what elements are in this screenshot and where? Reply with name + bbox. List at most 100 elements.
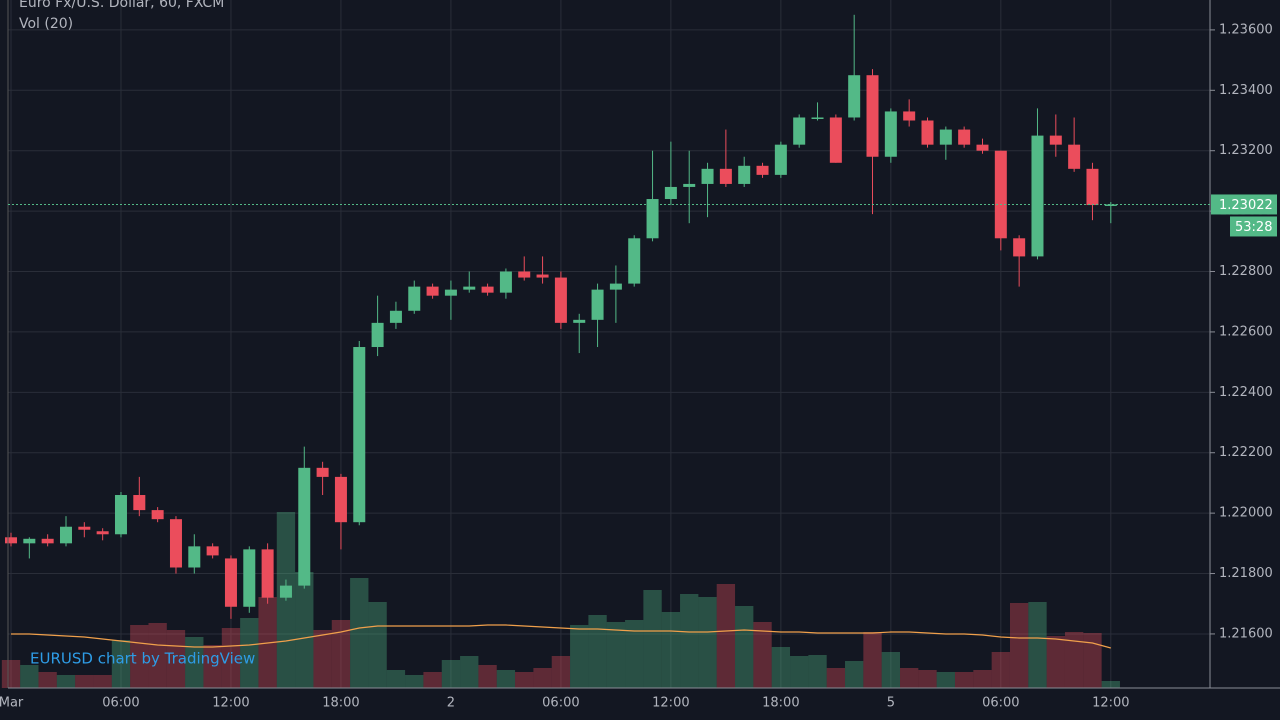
- volume-bar: [93, 675, 112, 688]
- candle-body: [408, 286, 421, 311]
- volume-bar: [423, 672, 442, 688]
- candle-body: [1086, 168, 1099, 206]
- candle-body: [41, 538, 54, 544]
- x-tick-label: 12:00: [212, 696, 249, 711]
- candle-body: [554, 277, 567, 323]
- candle-body: [1031, 135, 1044, 257]
- volume-bar: [735, 606, 754, 688]
- volume-bar: [1, 660, 21, 688]
- x-tick-label: 06:00: [982, 696, 1019, 711]
- candle-body: [738, 165, 751, 184]
- volume-bar: [790, 656, 809, 688]
- y-tick-label: 1.23400: [1219, 83, 1273, 98]
- candle-body: [169, 519, 182, 568]
- y-tick-label: 1.21600: [1219, 626, 1273, 641]
- volume-bar: [661, 612, 681, 688]
- volume-bar: [771, 647, 791, 688]
- candle-body: [389, 310, 402, 323]
- volume-bar: [1009, 603, 1029, 688]
- volume-bar: [331, 620, 351, 688]
- x-tick-label: 2: [447, 696, 455, 711]
- volume-bar: [496, 670, 516, 688]
- volume-bar: [588, 615, 607, 688]
- candle-body: [444, 289, 457, 296]
- candle-body: [793, 117, 806, 145]
- volume-bar: [1046, 636, 1065, 688]
- x-tick-label: Mar: [0, 696, 24, 711]
- countdown-box: [1230, 216, 1277, 237]
- volume-bar: [845, 661, 864, 688]
- volume-bar: [826, 668, 846, 688]
- watermark[interactable]: EURUSD chart by TradingView: [30, 650, 255, 668]
- x-tick-label: 18:00: [762, 696, 799, 711]
- volume-bar: [405, 675, 424, 688]
- candle-body: [206, 546, 219, 556]
- volume-bar: [551, 656, 571, 688]
- candle-body: [921, 120, 934, 145]
- volume-bar: [1083, 633, 1102, 688]
- candle-body: [536, 274, 549, 278]
- y-tick-label: 1.22600: [1219, 324, 1273, 339]
- candle-body: [151, 510, 164, 520]
- candle-body: [609, 283, 622, 290]
- candle-body: [224, 558, 237, 607]
- volume-bar: [460, 656, 479, 688]
- candle-body: [371, 322, 384, 348]
- volume-bar: [240, 618, 259, 688]
- volume-bar: [350, 578, 369, 688]
- volume-bar: [313, 630, 332, 688]
- candle-body: [59, 526, 72, 544]
- candle-body: [463, 286, 476, 290]
- candle-body: [1049, 135, 1062, 145]
- candle-body: [884, 111, 897, 157]
- y-tick-label: 1.22400: [1219, 385, 1273, 400]
- candle-body: [261, 549, 274, 598]
- volume-bar: [625, 620, 644, 688]
- candle-body: [188, 546, 201, 568]
- candle-body: [701, 168, 714, 184]
- x-tick-label: 06:00: [102, 696, 139, 711]
- candle-body: [683, 183, 696, 187]
- volume-bar: [515, 672, 534, 688]
- candle-body: [1068, 144, 1081, 169]
- candle-body: [5, 537, 17, 544]
- candle-body: [756, 165, 769, 175]
- y-tick-label: 1.23600: [1219, 22, 1273, 37]
- candle-body: [591, 289, 604, 320]
- volume-bar: [881, 652, 901, 688]
- y-tick-label: 1.21800: [1219, 566, 1273, 581]
- volume-bar: [203, 645, 222, 688]
- candle-body: [646, 199, 659, 239]
- volume-bar: [973, 670, 992, 688]
- candle-body: [316, 467, 329, 477]
- candle-body: [78, 526, 91, 530]
- candle-body: [628, 238, 641, 284]
- volume-bar: [753, 622, 772, 688]
- volume-bar: [1101, 681, 1120, 688]
- x-tick-label: 12:00: [652, 696, 689, 711]
- candle-body: [279, 585, 292, 598]
- volume-bar: [20, 665, 39, 688]
- candle-body: [829, 117, 842, 163]
- volume-bar: [954, 672, 974, 688]
- volume-bar: [716, 584, 736, 688]
- volume-bar: [643, 590, 662, 688]
- volume-title: Vol (20): [19, 16, 73, 32]
- y-tick-label: 1.22000: [1219, 506, 1273, 521]
- candle-body: [426, 286, 439, 296]
- candle-body: [23, 538, 36, 544]
- last-price-label: 1.23022: [1219, 198, 1273, 213]
- volume-bar: [111, 640, 131, 688]
- candle-body: [114, 495, 127, 535]
- candle-body: [298, 467, 311, 586]
- volume-bar: [478, 665, 497, 688]
- volume-ma-line: [11, 624, 1111, 649]
- candle-body: [848, 75, 861, 118]
- volume-bar: [900, 668, 919, 688]
- volume-bar: [38, 672, 57, 688]
- volume-bar: [808, 655, 827, 688]
- volume-bar: [148, 623, 167, 688]
- candle-body: [939, 129, 952, 145]
